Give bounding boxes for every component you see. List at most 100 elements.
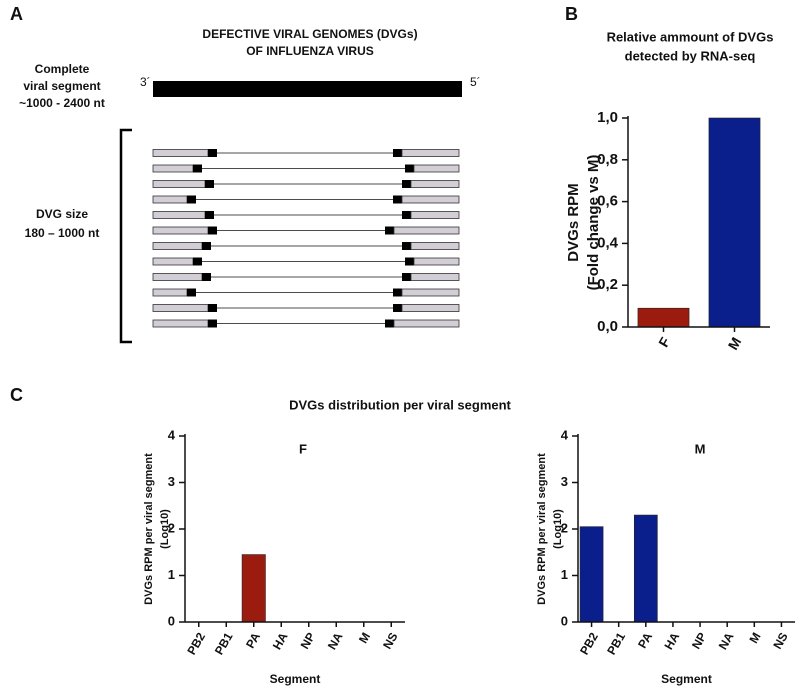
dvg-junction [193,257,202,266]
x-tick-label: PA [243,630,263,651]
dvg-junction [405,257,414,266]
y-tick-label: 0,0 [597,318,618,335]
three-prime: 3´ [140,75,151,89]
dvg-junction [193,164,202,173]
y-tick-label: 0,6 [597,193,618,210]
x-axis-label: Segment [270,672,321,686]
dvg-junction [402,180,411,188]
diagram-title: DEFECTIVE VIRAL GENOMES (DVGs) [202,27,417,41]
dvg-left [152,211,206,219]
chart-title: detected by RNA-seq [625,48,756,63]
dvg-junction [202,242,211,250]
dvg-label: 180 – 1000 nt [25,226,100,240]
dvg-junction [208,304,217,312]
dvg-junction [385,319,394,328]
dvg-junction [393,288,402,297]
dvg-left [152,288,188,297]
dvg-left [152,242,203,250]
segment-label: ~1000 - 2400 nt [19,96,105,110]
x-tick-label: NP [689,630,709,651]
dvg-junction [187,288,196,297]
dvg-left [152,273,203,281]
y-tick-label: 0 [561,613,568,628]
bar [241,554,266,623]
five-prime: 5´ [470,75,481,89]
dvg-junction [205,211,214,219]
y-tick-label: 0,8 [597,151,618,168]
dvg-junction [202,273,211,281]
segment-label: viral segment [23,79,100,93]
x-tick-label: NA [716,630,737,652]
dvg-left [152,304,209,312]
x-tick-label: HA [661,630,682,652]
dvg-left [152,195,188,204]
dvg-left [152,149,209,157]
panel-label: C [10,385,23,405]
y-tick-label: 4 [168,427,176,442]
y-tick-label: 0,4 [597,234,619,251]
x-tick-label: NS [380,630,400,651]
dvg-right [401,288,460,297]
x-tick-label: PB1 [212,630,236,657]
x-tick-label: PB2 [184,630,208,657]
panel-label: A [10,4,23,24]
dvg-junction [402,242,411,250]
dvg-junction [208,149,217,157]
dvg-left [152,319,209,328]
dvg-junction [402,273,411,281]
x-tick-label: PB2 [577,630,601,657]
y-tick-label: 3 [168,474,175,489]
x-tick-label: M [747,630,764,646]
y-tick-label: 2 [561,520,568,535]
dvg-left [152,226,209,235]
dvg-right [413,164,460,173]
complete-segment [153,81,462,97]
chart-title: F [299,441,307,456]
diagram-title: OF INFLUENZA VIRUS [246,44,374,58]
dvg-right [410,242,460,250]
dvg-right [410,180,460,188]
y-axis-label: DVGs RPM per viral segment [143,453,155,605]
dvg-left [152,164,194,173]
dvg-right [401,195,460,204]
y-tick-label: 1 [561,567,568,582]
y-axis-label: (Fold change vs M) [585,155,602,291]
dvg-right [401,149,460,157]
x-tick-label: F [655,334,673,350]
dvg-junction [208,319,217,328]
dvg-junction [208,226,217,235]
y-axis-label: (Log10) [159,509,171,549]
x-axis-label: Segment [661,672,712,686]
chart-title: Relative ammount of DVGs [607,29,774,44]
x-tick-label: PB1 [604,630,628,657]
dvg-right [413,257,460,266]
y-tick-label: 0 [168,613,175,628]
dvg-junction [393,149,402,157]
dvg-junction [205,180,214,188]
chart-title: M [695,441,706,456]
dvg-right [410,211,460,219]
panel-label: B [565,4,578,24]
dvg-right [393,226,460,235]
y-axis-label: (Log10) [552,509,564,549]
segment-label: Complete [35,62,90,76]
dvg-left [152,180,206,188]
y-tick-label: 4 [561,427,569,442]
y-tick-label: 1 [168,567,175,582]
y-tick-label: 1,0 [597,109,618,126]
dvg-label: DVG size [36,207,88,221]
bar [637,307,690,328]
section-title: DVGs distribution per viral segment [289,397,511,412]
dvg-junction [187,195,196,204]
x-tick-label: NA [325,630,346,652]
bar [633,514,658,623]
y-tick-label: 2 [168,520,175,535]
bar [708,117,761,328]
dvg-rows [152,149,460,328]
x-tick-label: HA [270,630,291,652]
x-tick-label: M [356,630,373,646]
bracket [119,128,132,344]
x-tick-label: NP [298,630,318,651]
y-tick-label: 3 [561,474,568,489]
y-axis-label: DVGs RPM [565,183,582,261]
